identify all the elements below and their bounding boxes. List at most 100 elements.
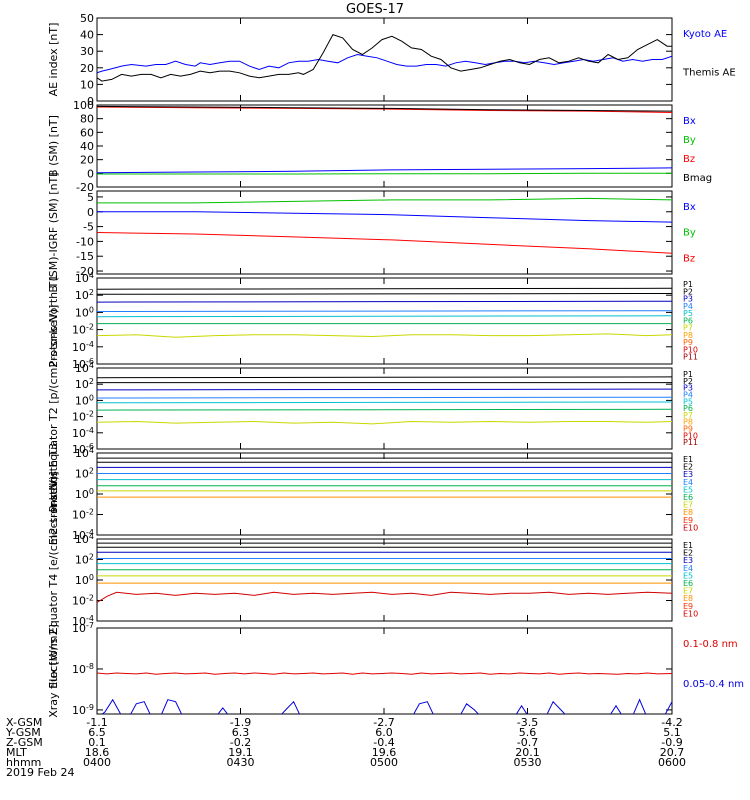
y-tick-exponent: -4 [86,528,94,537]
x-row-value: -0.2 [230,736,251,749]
y-tick-label: 10-7 [72,621,94,635]
panel-frame [96,627,673,715]
series-line-By [97,197,672,204]
y-tick-label: 104 [75,271,94,285]
x-row-value: 19.1 [228,746,253,759]
legend-entry-E6: E6 [683,493,693,502]
y-tick-label: 104 [75,532,94,546]
y-tick-exponent: 2 [89,377,94,386]
y-tick-exponent: 0 [89,393,94,402]
series-line-P5 [97,315,672,318]
y-tick-label: 102 [75,288,94,302]
y-tick-exponent: 4 [89,446,94,455]
legend-entry-0.05-0.4 nm: 0.05-0.4 nm [683,679,744,690]
legend-entry-P2: P2 [683,287,693,296]
x-row-value: 0530 [514,756,542,769]
legend-entry-Themis AE: Themis AE [682,68,736,79]
series-line-Bx [97,211,672,223]
x-row-value: 0500 [370,756,398,769]
series-line-Bz [97,106,672,113]
legend-entry-E10: E10 [683,609,698,618]
y-tick-exponent: -9 [86,703,94,712]
y-tick-label: 100 [75,573,94,587]
y-tick-label: -15 [76,250,94,263]
y-tick-label: 10-9 [72,703,94,717]
legend-entry-P3: P3 [683,384,693,393]
series-line-P4 [97,310,672,312]
y-tick-label: 20 [80,62,94,75]
legend-entry-P4: P4 [683,302,693,311]
y-tick-label: 102 [75,467,94,481]
x-row-value: 0600 [658,756,686,769]
legend-entry-P5: P5 [683,309,693,318]
legend-entry-P1: P1 [683,370,693,379]
series-line-Bx [97,167,672,174]
legend-entry-E3: E3 [683,470,693,479]
legend-entry-E4: E4 [683,478,693,487]
series-line-P2 [97,293,672,295]
y-tick-exponent: 4 [89,271,94,280]
x-row-value: -2.7 [373,716,394,729]
series-line-Themis AE [97,33,672,82]
x-row-value: 6.3 [232,726,250,739]
y-tick-exponent: -2 [86,508,94,517]
y-tick-label: 10 [80,78,94,91]
legend-entry-E2: E2 [683,549,693,558]
x-row-value: -3.5 [517,716,538,729]
series-line-Kyoto AE [97,53,672,74]
y-tick-exponent: -6 [86,357,94,366]
x-axis-table: X-GSM -1.1 -1.9 -2.7 -3.5 -4.2 Y-GSM 6.5 6.3 6.0 5… [5,716,686,779]
y-tick-label: 100 [75,487,94,501]
y-tick-label: 40 [80,29,94,42]
y-tick-label: 10-2 [72,508,94,522]
legend-entry-Bmag: Bmag [683,173,712,184]
x-axis-date: 2019 Feb 24 [6,766,74,779]
y-tick-exponent: 0 [89,573,94,582]
series-line-P7 [97,333,672,338]
y-tick-exponent: -8 [86,662,94,671]
y-tick-exponent: 4 [89,532,94,541]
legend-entry-P11: P11 [683,353,698,362]
legend-entry-P11: P11 [683,438,698,447]
y-tick-label: 50 [80,12,94,25]
legend-entry-E5: E5 [683,571,693,580]
legend-entry-E7: E7 [683,587,693,596]
series-line-Bz [97,232,672,254]
y-tick-label: 20 [80,154,94,167]
y-tick-label: 102 [75,377,94,391]
y-tick-label: 10-2 [72,323,94,337]
x-row-value: 18.6 [85,746,110,759]
y-tick-exponent: 0 [89,487,94,496]
y-tick-exponent: -4 [86,340,94,349]
y-tick-label: 10-4 [72,340,94,354]
y-tick-exponent: 2 [89,553,94,562]
x-row-value: -0.9 [661,736,682,749]
x-row-value: 0430 [227,756,255,769]
legend-entry-E8: E8 [683,508,693,517]
panel-frame [96,538,673,622]
legend-entry-P9: P9 [683,338,693,347]
legend-entry-P7: P7 [683,411,693,420]
series-line-P1 [97,287,672,290]
panel-frame [96,367,673,450]
y-axis-label: B (SM)-IGRF (SM) [nT] [47,172,60,292]
series-line-P4 [97,396,672,399]
y-tick-label: 100 [75,305,94,319]
legend-entry-E7: E7 [683,501,693,510]
y-axis-label: Protons North T1 [47,275,60,368]
legend-entry-E4: E4 [683,564,693,573]
y-tick-exponent: 0 [89,305,94,314]
x-row-value: 6.0 [375,726,393,739]
y-tick-label: 80 [80,113,94,126]
y-tick-label: -10 [76,235,94,248]
legend-entry-Bx: Bx [683,202,696,213]
y-tick-label: 10-2 [72,410,94,424]
legend-entry-P2: P2 [683,377,693,386]
y-axis-label: B (SM) [nT] [47,115,60,177]
series-line-P3 [97,388,672,391]
y-axis-label: Electrons North T3 [47,443,60,545]
